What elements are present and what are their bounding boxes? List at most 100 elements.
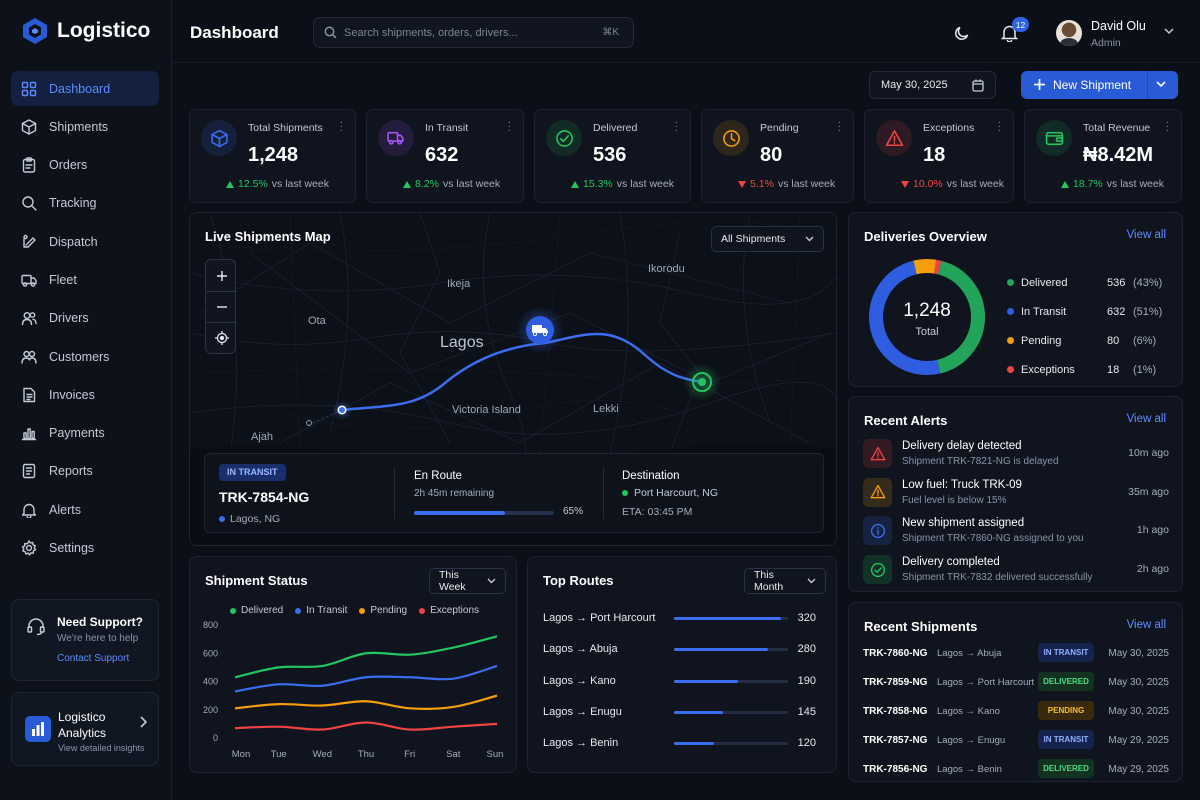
stat-value: 632 — [425, 144, 459, 166]
stat-card-delivered[interactable]: Delivered 536 · · · 15.3% vs last week — [534, 109, 691, 203]
minus-icon — [216, 301, 228, 313]
user-name[interactable]: David Olu — [1091, 19, 1146, 33]
table-row[interactable]: TRK-7860-NG Lagos → Abuja IN TRANSIT May… — [863, 641, 1169, 665]
legend-row: Pending 80 (6%) — [1007, 326, 1167, 355]
origin-label: Lagos, NG — [230, 513, 281, 525]
table-row[interactable]: TRK-7859-NG Lagos → Port Harcourt DELIVE… — [863, 670, 1169, 694]
legend-dot — [1007, 366, 1014, 373]
stat-icon-wrap — [201, 120, 237, 156]
more-options-icon[interactable]: · · · — [1165, 117, 1169, 136]
route-value: 145 — [797, 705, 816, 718]
more-options-icon[interactable]: · · · — [837, 117, 841, 136]
route-name: Lagos → Kano — [543, 674, 616, 687]
sidebar-item-dashboard[interactable]: Dashboard — [11, 71, 159, 106]
series-line-exceptions[interactable] — [234, 721, 498, 731]
routes-filter-dropdown[interactable]: This Month — [744, 568, 826, 594]
legend-item-exceptions[interactable]: Exceptions — [419, 605, 479, 616]
date-picker[interactable]: May 30, 2025 — [869, 71, 996, 99]
logo[interactable]: Logistico — [22, 17, 150, 45]
donut-total: 1,248 — [903, 300, 951, 321]
legend-item-pending[interactable]: Pending — [359, 605, 407, 616]
alert-item[interactable]: Delivery delay detected Shipment TRK-782… — [863, 438, 1169, 472]
analytics-card[interactable]: Logistico Analytics View detailed insigh… — [11, 692, 159, 766]
map-filter-dropdown[interactable]: All Shipments — [711, 226, 824, 252]
legend-percent: (51%) — [1133, 305, 1163, 318]
legend-value: 632 — [1107, 305, 1126, 318]
contact-support-link[interactable]: Contact Support — [57, 653, 130, 664]
zoom-out-button[interactable] — [206, 291, 237, 322]
x-tick-label: Sun — [487, 749, 504, 760]
table-row[interactable]: TRK-7857-NG Lagos → Enugu IN TRANSIT May… — [863, 728, 1169, 752]
x-tick-label: Sat — [446, 749, 461, 760]
alerts-view-all-link[interactable]: View all — [1126, 413, 1166, 425]
chevron-down-icon[interactable] — [1156, 81, 1166, 88]
deliveries-view-all-link[interactable]: View all — [1126, 229, 1166, 241]
new-shipment-button[interactable]: New Shipment — [1021, 71, 1178, 99]
alert-item[interactable]: New shipment assigned Shipment TRK-7860-… — [863, 515, 1169, 549]
shipment-route: Lagos → Benin — [937, 764, 1002, 775]
route-row[interactable]: Lagos → Port Harcourt 320 — [543, 609, 826, 629]
x-tick-label: Tue — [271, 749, 287, 760]
stat-card-exceptions[interactable]: Exceptions 18 · · · 10.0% vs last week — [864, 109, 1014, 203]
search-bar[interactable]: ⌘K — [313, 17, 634, 48]
sidebar-item-orders[interactable]: Orders — [11, 148, 159, 183]
series-line-delivered[interactable] — [234, 635, 498, 679]
locate-button[interactable] — [206, 322, 237, 353]
stat-card-in-transit[interactable]: In Transit 632 · · · 8.2% vs last week — [366, 109, 524, 203]
more-options-icon[interactable]: · · · — [507, 117, 511, 136]
moon-icon[interactable] — [954, 25, 970, 41]
status-badge: DELIVERED — [1038, 759, 1094, 778]
stat-card-total-revenue[interactable]: Total Revenue ₦8.42M · · · 18.7% vs last w… — [1024, 109, 1182, 203]
status-filter-dropdown[interactable]: This Week — [429, 568, 506, 594]
date-label: May 30, 2025 — [881, 79, 948, 91]
stat-delta: 5.1% vs last week — [738, 178, 835, 190]
legend-item-in-transit[interactable]: In Transit — [295, 605, 347, 616]
legend-dot — [419, 607, 426, 614]
avatar[interactable] — [1056, 20, 1082, 46]
legend-item-delivered[interactable]: Delivered — [230, 605, 283, 616]
route-row[interactable]: Lagos → Enugu 145 — [543, 703, 826, 723]
divider — [603, 467, 604, 519]
shipment-date: May 29, 2025 — [1108, 764, 1169, 775]
donut-slice-in-transit[interactable] — [868, 260, 941, 376]
route-row[interactable]: Lagos → Benin 120 — [543, 734, 826, 754]
recent-view-all-link[interactable]: View all — [1126, 619, 1166, 631]
shipment-date: May 30, 2025 — [1108, 706, 1169, 717]
zoom-in-button[interactable] — [206, 260, 237, 291]
map-zoom-controls — [205, 259, 237, 354]
route-row[interactable]: Lagos → Kano 190 — [543, 672, 826, 692]
table-row[interactable]: TRK-7858-NG Lagos → Kano PENDING May 30,… — [863, 699, 1169, 723]
donut-slice-exceptions[interactable] — [933, 259, 942, 275]
alert-item[interactable]: Delivery completed Shipment TRK-7832 del… — [863, 554, 1169, 588]
legend-name: Exceptions — [1021, 363, 1075, 376]
sidebar-item-reports[interactable]: Reports — [11, 454, 159, 489]
series-line-pending[interactable] — [234, 694, 498, 710]
sidebar-item-payments[interactable]: Payments — [11, 416, 159, 451]
sidebar-item-shipments[interactable]: Shipments — [11, 109, 159, 144]
donut-slice-delivered[interactable] — [936, 260, 985, 374]
more-options-icon[interactable]: · · · — [674, 117, 678, 136]
donut-slice-pending[interactable] — [913, 259, 937, 275]
search-input[interactable] — [344, 24, 584, 42]
stat-card-pending[interactable]: Pending 80 · · · 5.1% vs last week — [701, 109, 854, 203]
sidebar-item-settings[interactable]: Settings — [11, 531, 159, 566]
route-row[interactable]: Lagos → Abuja 280 — [543, 640, 826, 660]
more-options-icon[interactable]: · · · — [339, 117, 343, 136]
stat-icon-wrap — [876, 120, 912, 156]
sidebar-item-dispatch[interactable]: Dispatch — [11, 224, 159, 259]
series-line-in-transit[interactable] — [234, 664, 498, 693]
legend-percent: (1%) — [1133, 363, 1157, 376]
shipment-detail-card[interactable]: IN TRANSIT TRK-7854-NG Lagos, NG En Rout… — [204, 453, 824, 533]
table-row[interactable]: TRK-7856-NG Lagos → Benin DELIVERED May … — [863, 757, 1169, 781]
alert-item[interactable]: Low fuel: Truck TRK-09 Fuel level is bel… — [863, 477, 1169, 511]
stat-card-total-shipments[interactable]: Total Shipments 1,248 · · · 12.5% vs last … — [189, 109, 356, 203]
sidebar-item-invoices[interactable]: Invoices — [11, 377, 159, 412]
sidebar-item-alerts[interactable]: Alerts — [11, 492, 159, 527]
sidebar-item-fleet[interactable]: Fleet — [11, 262, 159, 297]
destination-label: Port Harcourt, NG — [634, 487, 719, 499]
sidebar-item-customers[interactable]: Customers — [11, 339, 159, 374]
sidebar-item-drivers[interactable]: Drivers — [11, 301, 159, 336]
sidebar-item-tracking[interactable]: Tracking — [11, 186, 159, 221]
chevron-down-icon[interactable] — [1164, 28, 1174, 35]
more-options-icon[interactable]: · · · — [997, 117, 1001, 136]
